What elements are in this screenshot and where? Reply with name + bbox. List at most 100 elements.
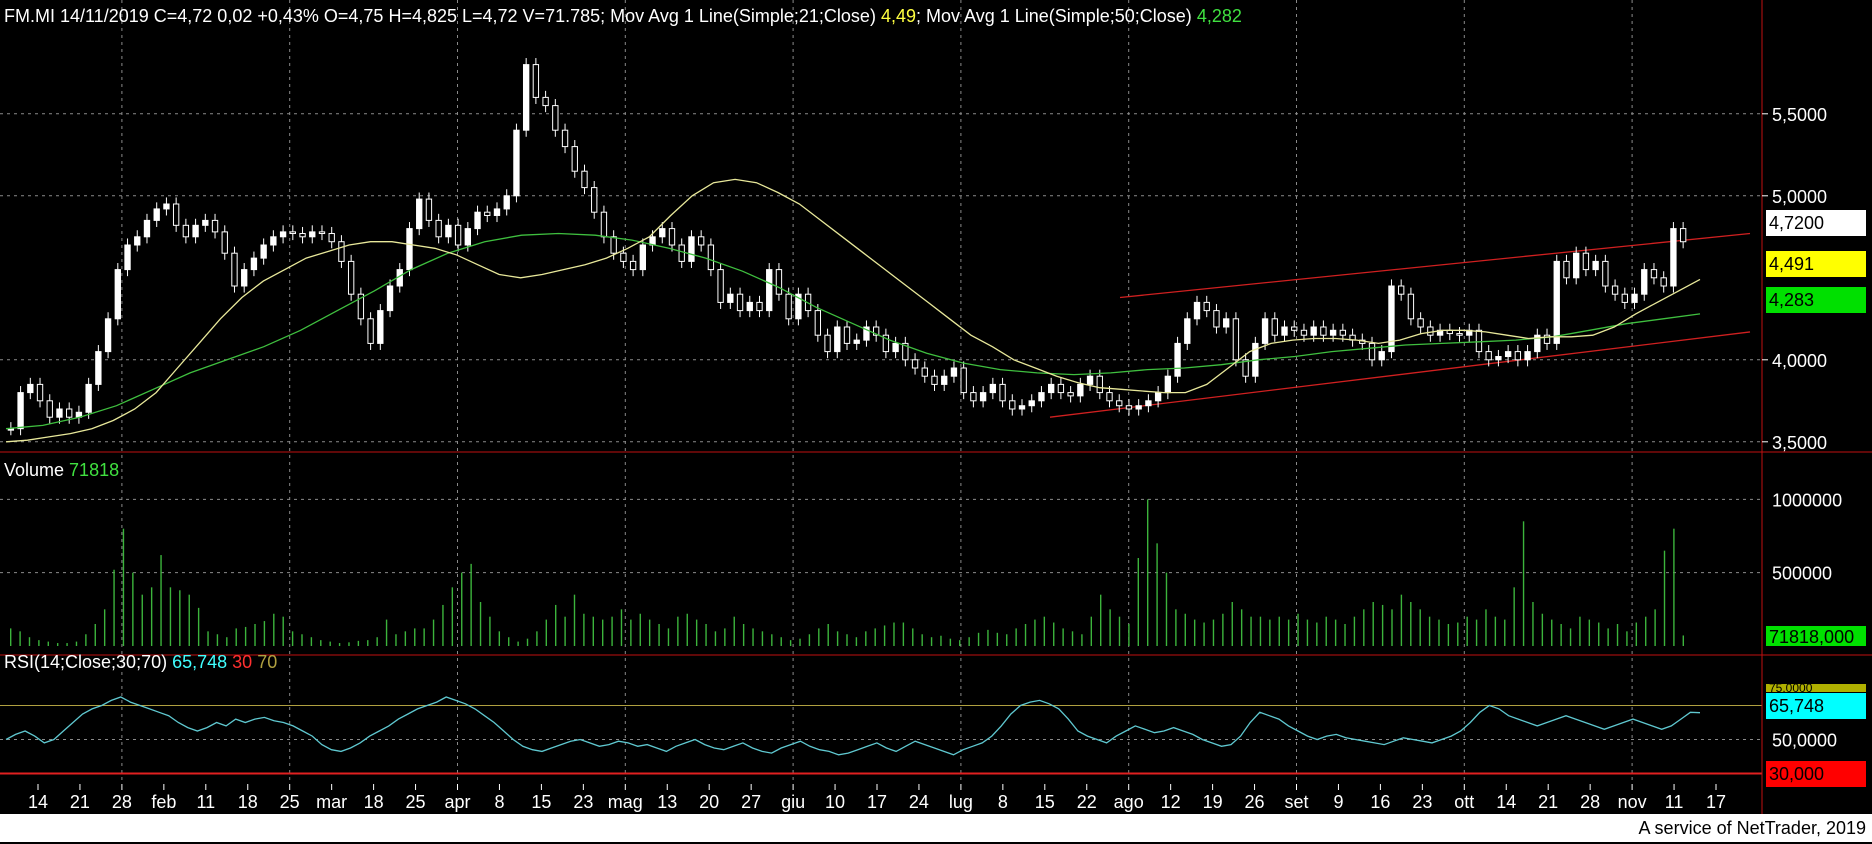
x-tick-label: giu: [781, 792, 805, 812]
price-candles: [7, 58, 1687, 436]
candle-body: [814, 310, 822, 336]
candle-body: [1184, 318, 1191, 344]
x-tick-label: 23: [573, 792, 593, 812]
candle-body: [756, 301, 763, 312]
candle-body: [241, 269, 248, 287]
x-tick-label: ott: [1454, 792, 1474, 812]
ohlc-readout: C=4,72 0,02 +0,43% O=4,75 H=4,825 L=4,72…: [153, 6, 601, 26]
x-tick-label: 21: [70, 792, 90, 812]
x-tick-label: 22: [1077, 792, 1097, 812]
x-tick-label: 8: [494, 792, 504, 812]
candle-body: [1018, 405, 1026, 410]
candle-body: [1174, 342, 1181, 377]
candle-body: [1116, 400, 1123, 407]
candle-body: [299, 233, 306, 238]
candle-body: [1203, 301, 1210, 312]
candle-body: [357, 293, 365, 320]
candle-body: [1407, 293, 1415, 320]
ma50-line: [5, 232, 1701, 430]
price-tick-label: 4,0000: [1772, 351, 1827, 371]
candle-body: [659, 228, 666, 238]
candle-body: [221, 231, 228, 254]
candle-body: [1679, 228, 1687, 243]
candle-body: [163, 203, 170, 210]
candle-body: [1631, 293, 1638, 303]
candle-body: [1524, 351, 1531, 361]
candle-body: [143, 219, 151, 238]
candle-body: [114, 269, 121, 320]
candle-body: [66, 408, 73, 418]
ma21-label: ; Mov Avg 1 Line(Simple;21;Close): [600, 6, 881, 26]
candle-body: [46, 400, 53, 418]
x-tick-label: 21: [1538, 792, 1558, 812]
candle-body: [17, 392, 24, 430]
volume-tick-label: 1000000: [1772, 490, 1842, 510]
candle-body: [629, 260, 637, 271]
candle-body: [911, 359, 919, 369]
x-tick-label: 18: [364, 792, 384, 812]
candle-body: [328, 233, 335, 243]
candle-body: [1135, 405, 1142, 410]
x-tick-label: 10: [825, 792, 845, 812]
candle-body: [435, 219, 442, 238]
candle-body: [921, 367, 928, 377]
candle-body: [425, 198, 433, 221]
candle-body: [999, 383, 1006, 402]
trend-channel: [1049, 232, 1751, 418]
candle-body: [1077, 383, 1084, 397]
candle-body: [1329, 329, 1337, 336]
candle-body: [1067, 392, 1074, 397]
volume-label: Volume: [4, 460, 70, 480]
candle-body: [1670, 228, 1677, 287]
candle-body: [134, 236, 141, 246]
candle-body: [484, 211, 491, 216]
axes: 14 21 28 feb 11 18 25 mar 18 25 apr 8 15 23 mag 13 20 27 g…: [0, 0, 1872, 814]
x-tick-label: feb: [151, 792, 176, 812]
ma21-tag: 4,491: [1766, 251, 1866, 277]
x-tick-label: 28: [1580, 792, 1600, 812]
x-tick-label: ago: [1114, 792, 1144, 812]
rsi-header: RSI(14;Close;30;70) 65,748 30 70: [4, 652, 277, 673]
x-tick-label: set: [1284, 792, 1308, 812]
candle-body: [182, 224, 190, 238]
candle-body: [503, 195, 510, 210]
price-header: FM.MI 14/11/2019 C=4,72 0,02 +0,43% O=4,…: [4, 6, 1242, 27]
candle-body: [989, 383, 997, 394]
price-tick-label: 5,0000: [1772, 187, 1827, 207]
x-tick-label: mag: [608, 792, 643, 812]
ma50-value: 4,282: [1196, 6, 1242, 26]
candle-body: [445, 224, 452, 238]
candle-body: [600, 211, 608, 238]
x-tick-label: 20: [699, 792, 719, 812]
candle-body: [1096, 375, 1103, 394]
candle-body: [1660, 277, 1667, 287]
footer-credit: A service of NetTrader, 2019: [0, 814, 1872, 842]
rsi-label: RSI(14;Close;30;70): [4, 652, 173, 672]
candle-body: [153, 208, 160, 221]
rsi-tag: 65,748: [1766, 693, 1866, 719]
channel-lower-line: [1049, 331, 1751, 418]
candle-body: [824, 334, 831, 353]
candle-body: [542, 96, 549, 107]
ma21-line: [5, 178, 1701, 443]
candle-body: [289, 231, 296, 235]
candle-body: [678, 244, 685, 262]
candle-body: [1339, 329, 1347, 336]
candle-body: [979, 392, 987, 402]
candle-body: [1534, 334, 1541, 353]
candle-body: [1213, 310, 1220, 328]
candle-body: [1495, 356, 1502, 361]
candle-body: [1242, 359, 1249, 377]
candle-body: [1106, 392, 1113, 402]
candle-body: [1573, 252, 1580, 279]
x-tick-label: 15: [531, 792, 551, 812]
candle-body: [610, 236, 617, 254]
x-tick-label: 13: [657, 792, 677, 812]
candle-body: [1028, 400, 1035, 407]
candle-body: [347, 260, 355, 295]
rsi-high-level: 70: [257, 652, 278, 672]
candle-body: [1398, 285, 1405, 295]
candle-body: [1086, 375, 1094, 385]
candle-body: [338, 241, 345, 262]
candle-body: [775, 269, 783, 295]
